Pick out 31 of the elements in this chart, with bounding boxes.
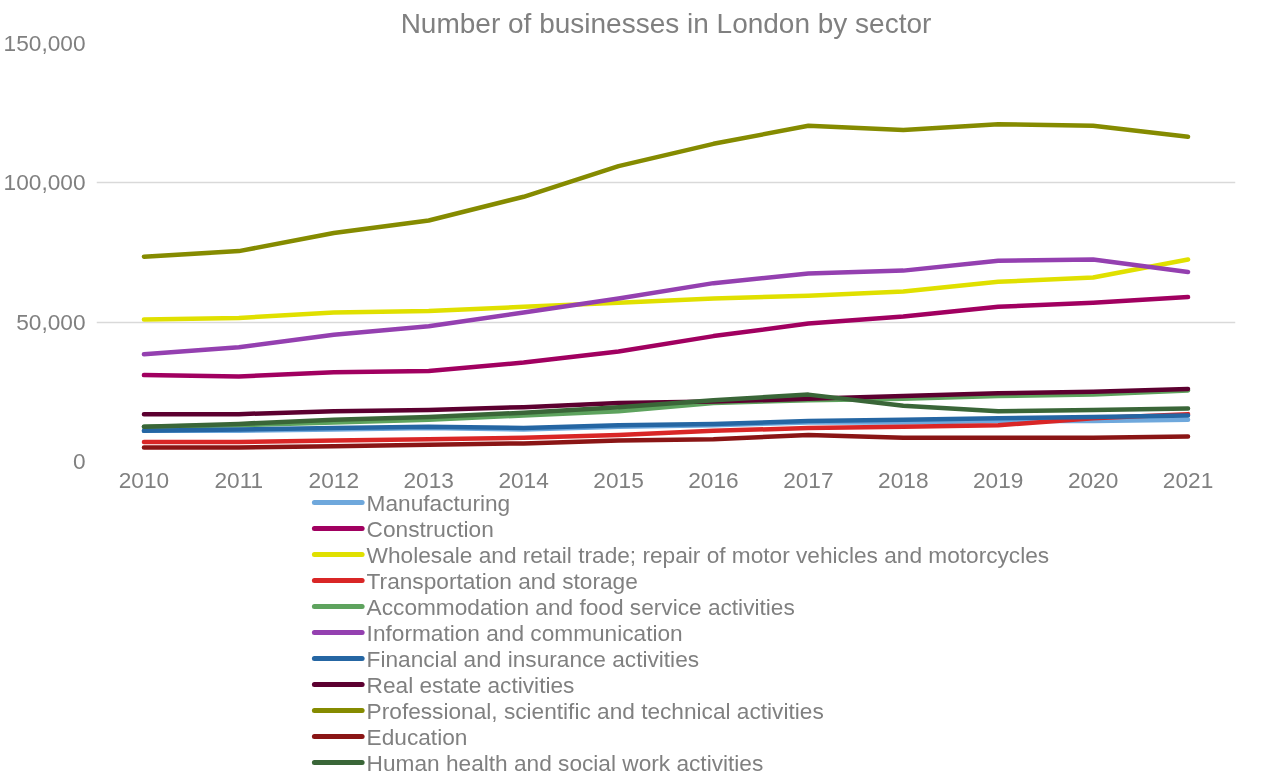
line-series — [141, 257, 1191, 322]
x-tick-label: 2020 — [1067, 466, 1119, 493]
legend-label: Wholesale and retail trade; repair of motor vehicles and motorcycles — [366, 541, 1050, 568]
legend-label: Accommodation and food service activities — [366, 593, 795, 620]
chart-title: Number of businesses in London by sector — [400, 7, 932, 39]
legend-label: Professional, scientific and technical activities — [366, 697, 824, 724]
y-tick-label: 150,000 — [3, 30, 86, 56]
y-tick-label: 100,000 — [3, 169, 86, 196]
x-tick-label: 2017 — [783, 466, 834, 493]
y-tick-label: 0 — [72, 448, 86, 474]
x-tick-label: 2011 — [214, 466, 264, 493]
legend-label: Human health and social work activities — [366, 749, 764, 776]
line-series — [141, 122, 1191, 259]
x-tick-label: 2012 — [308, 466, 359, 493]
line-series — [141, 257, 1191, 357]
x-tick-label: 2018 — [878, 466, 929, 493]
line-series — [141, 294, 1191, 379]
legend-label: Education — [366, 723, 468, 750]
legend-label: Construction — [366, 515, 494, 542]
x-tick-label: 2019 — [973, 466, 1024, 493]
line-series — [141, 432, 1191, 450]
x-tick-label: 2015 — [593, 466, 644, 493]
y-tick-label: 50,000 — [16, 308, 86, 335]
legend-label: Transportation and storage — [366, 567, 638, 594]
x-tick-label: 2021 — [1162, 466, 1214, 493]
legend-label: Financial and insurance activities — [366, 645, 700, 672]
line-series — [141, 411, 1191, 445]
legend-label: Information and communication — [366, 619, 683, 646]
x-tick-label: 2010 — [118, 466, 170, 493]
legend-label: Real estate activities — [366, 671, 575, 698]
x-tick-label: 2016 — [688, 466, 739, 493]
